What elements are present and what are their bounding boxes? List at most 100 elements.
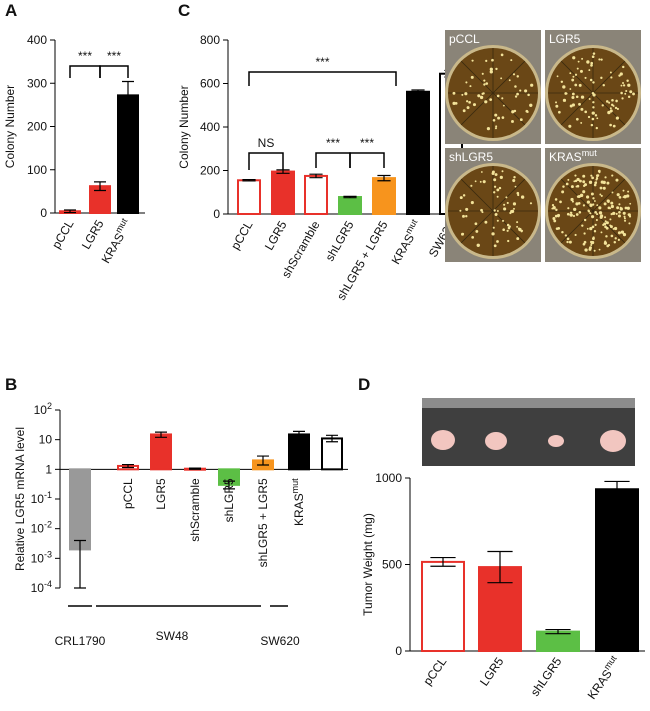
colony [593, 249, 596, 252]
colony [497, 116, 501, 120]
panel-letter: C [178, 1, 190, 20]
error-bar [257, 455, 269, 466]
error-bar [430, 556, 456, 567]
colony [629, 202, 632, 205]
colony [580, 107, 584, 111]
colony [555, 101, 558, 104]
colony [607, 200, 610, 204]
colony [495, 67, 498, 71]
colony [606, 181, 610, 185]
colony [516, 221, 519, 224]
colony [574, 233, 577, 237]
error-bar [309, 173, 323, 179]
colony [566, 212, 570, 216]
colony [516, 225, 519, 228]
group-label: SW48 [156, 629, 189, 643]
colony [598, 248, 601, 251]
colony [516, 237, 520, 241]
colony [551, 207, 554, 210]
colony [472, 103, 477, 107]
colony [502, 228, 505, 231]
colony [555, 104, 559, 108]
colony [555, 227, 559, 231]
colony [602, 223, 605, 227]
significance-bracket [248, 71, 397, 86]
colony [574, 83, 578, 87]
colony [566, 237, 570, 241]
error-bar [326, 434, 338, 443]
colony [627, 95, 631, 99]
colony [590, 64, 593, 67]
colony [609, 109, 613, 113]
colony [618, 195, 622, 199]
colony [491, 232, 495, 236]
colony [627, 190, 630, 193]
colony [578, 83, 582, 87]
colony [554, 214, 558, 218]
colony [611, 98, 614, 102]
dish-grid [592, 178, 626, 212]
photo-label-main: KRAS [549, 150, 582, 164]
colony [582, 184, 586, 188]
photo-label: pCCL [449, 32, 480, 46]
colony [500, 53, 504, 57]
error-bar [242, 179, 256, 182]
y-tick-label-main: 10 [31, 522, 45, 536]
colony [600, 214, 604, 218]
colony [516, 191, 520, 195]
bar [288, 433, 310, 471]
colony [576, 177, 580, 182]
colony [483, 83, 486, 86]
colony [605, 100, 609, 103]
colony [558, 110, 561, 114]
colony [632, 92, 635, 96]
colony [511, 110, 515, 114]
x-tick-label: KRASmut [387, 217, 425, 267]
colony [492, 118, 496, 122]
y-axis-label: Colony Number [177, 85, 191, 168]
colony [496, 188, 500, 192]
colony [496, 195, 499, 198]
colony [592, 52, 596, 55]
bar [304, 174, 328, 215]
colony [623, 219, 627, 222]
colony [513, 207, 515, 210]
colony [615, 178, 619, 182]
colony [592, 236, 595, 239]
colony [607, 206, 611, 210]
colony [600, 76, 603, 80]
y-tick-label: 400 [27, 33, 47, 47]
x-tick-label-main: KRAS [99, 231, 127, 266]
colony [613, 226, 618, 231]
x-tick-label: LGR5 [154, 478, 168, 510]
colony [576, 67, 579, 70]
colony [591, 111, 595, 115]
colony [529, 202, 533, 205]
colony [603, 216, 607, 219]
colony [581, 57, 584, 60]
y-tick-label-sup: -4 [44, 579, 52, 589]
colony [559, 200, 562, 204]
colony [511, 119, 514, 123]
colony [506, 229, 509, 232]
y-tick-label: 500 [382, 558, 402, 572]
colony [588, 97, 591, 100]
y-tick-label: 10-4 [31, 579, 52, 595]
x-tick-label: LGR5 [262, 218, 290, 252]
colony [526, 110, 529, 114]
colony [555, 208, 558, 212]
error-bar [155, 431, 167, 438]
x-tick-label: shScramble [188, 478, 202, 542]
colony [496, 240, 499, 243]
error-bar [122, 80, 134, 110]
colony [588, 69, 591, 72]
colony [552, 206, 556, 210]
colony [596, 204, 599, 207]
colony [476, 243, 480, 247]
colony [571, 78, 575, 82]
colony [514, 95, 518, 98]
colony [620, 91, 623, 95]
bar [338, 196, 362, 216]
colony [512, 202, 517, 206]
colony [590, 244, 593, 247]
